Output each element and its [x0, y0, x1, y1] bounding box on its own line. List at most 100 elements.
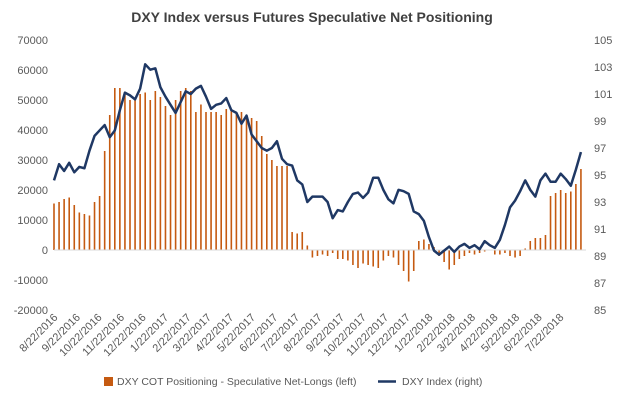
y-right-tick-label: 95: [594, 170, 606, 182]
y-left-tick-label: 60000: [17, 65, 48, 77]
bar-mark: [342, 250, 344, 259]
bar-mark: [494, 250, 496, 255]
bar-mark: [108, 115, 111, 250]
bar-mark: [190, 91, 192, 250]
bar-mark: [407, 250, 410, 282]
bar-mark: [468, 250, 471, 253]
bar-mark: [139, 94, 141, 250]
bar-mark: [387, 250, 390, 256]
bar-mark: [473, 250, 476, 255]
bar-mark: [372, 250, 374, 267]
bar-mark: [331, 250, 334, 253]
bar-mark: [93, 202, 96, 250]
bar-mark: [539, 238, 542, 250]
bar-mark: [534, 238, 537, 250]
y-left-tick-label: -10000: [14, 275, 48, 287]
bar-mark: [412, 250, 415, 271]
bar-mark: [382, 250, 385, 261]
bar-mark: [529, 241, 532, 250]
bar-mark: [443, 250, 445, 262]
bar-mark: [423, 239, 425, 250]
bar-mark: [134, 100, 136, 250]
bar-mark: [296, 233, 298, 250]
bar-mark: [458, 250, 461, 259]
bar-mark: [580, 169, 582, 250]
y-right-tick-label: 87: [594, 278, 606, 290]
bar-mark: [554, 193, 557, 250]
bar-mark: [245, 116, 248, 250]
bar-mark: [281, 166, 283, 250]
y-left-tick-label: 20000: [17, 185, 48, 197]
y-right-tick-label: 101: [594, 89, 612, 101]
bar-mark: [88, 215, 91, 250]
bar-mark: [397, 250, 400, 265]
y-right-tick-label: 105: [594, 35, 612, 47]
bar-mark: [448, 250, 450, 270]
bar-mark: [255, 121, 258, 250]
bar-mark: [509, 250, 511, 256]
bar-mark: [144, 92, 146, 250]
bar-mark: [559, 190, 562, 250]
bar-mark: [286, 166, 288, 250]
y-right-tick-label: 103: [594, 62, 612, 74]
bar-mark: [235, 113, 238, 250]
bar-mark: [169, 115, 172, 250]
bar-mark: [58, 202, 60, 250]
y-left-tick-label: -20000: [14, 305, 48, 317]
legend-label-line: DXY Index (right): [402, 376, 482, 388]
bar-mark: [68, 197, 70, 250]
bar-mark: [357, 250, 359, 268]
bar-mark: [336, 250, 339, 259]
bar-mark: [215, 112, 217, 250]
y-right-tick-label: 93: [594, 197, 606, 209]
bar-mark: [174, 100, 177, 250]
y-left-tick-label: 40000: [17, 125, 48, 137]
bar-mark: [575, 184, 577, 250]
legend-label-bars: DXY COT Positioning - Speculative Net-Lo…: [117, 376, 356, 388]
bar-mark: [103, 151, 106, 250]
bar-mark: [483, 250, 486, 252]
bar-mark: [514, 250, 516, 258]
bar-mark: [230, 109, 233, 250]
bar-mark: [225, 109, 228, 250]
bar-mark: [83, 214, 86, 250]
y-left-tick-label: 70000: [17, 35, 48, 47]
bar-mark: [240, 112, 243, 250]
bar-mark: [149, 100, 152, 250]
y-right-tick-label: 85: [594, 305, 606, 317]
y-right-tick-label: 91: [594, 224, 606, 236]
bar-mark: [316, 250, 319, 256]
bar-mark: [200, 104, 202, 250]
bar-mark: [301, 232, 304, 250]
bar-mark: [504, 250, 506, 253]
bar-mark: [205, 112, 207, 250]
bar-mark: [367, 250, 369, 265]
bar-mark: [78, 212, 81, 250]
y-right-tick-label: 99: [594, 116, 606, 128]
bar-mark: [564, 193, 567, 250]
bar-mark: [114, 88, 116, 250]
bar-mark: [266, 154, 268, 250]
bar-mark: [570, 191, 572, 250]
dxy-index-line: [52, 63, 583, 256]
y-right-tick-label: 97: [594, 143, 606, 155]
bar-mark: [377, 250, 380, 268]
bar-mark: [98, 196, 101, 250]
bar-mark: [119, 88, 121, 250]
bar-mark: [184, 88, 187, 250]
bar-mark: [291, 232, 293, 250]
bar-mark: [129, 100, 131, 250]
y-left-tick-label: 50000: [17, 95, 48, 107]
bar-mark: [549, 196, 552, 250]
y-right-tick-label: 89: [594, 251, 606, 263]
bar-mark: [418, 241, 420, 250]
bar-mark: [250, 118, 253, 250]
bar-mark: [478, 250, 481, 253]
bar-mark: [53, 203, 55, 250]
chart-title: DXY Index versus Futures Speculative Net…: [131, 9, 493, 25]
bar-mark: [210, 112, 212, 250]
bar-mark: [326, 250, 329, 256]
bar-mark: [195, 112, 197, 250]
bar-mark: [164, 106, 167, 250]
